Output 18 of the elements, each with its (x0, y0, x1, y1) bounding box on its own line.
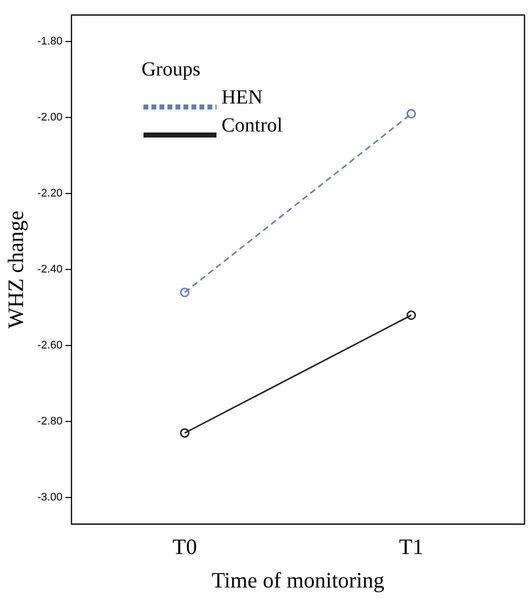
y-tick-label: -1.80 (37, 36, 62, 48)
point (180, 428, 190, 438)
legend-label: HEN (221, 86, 263, 108)
x-tick-label: T0 (172, 534, 197, 560)
y-tick-label: -2.00 (37, 112, 62, 124)
legend-label: Control (221, 114, 284, 136)
y-tick-label: -3.00 (37, 492, 62, 504)
point (406, 109, 416, 119)
legend-title: Groups (141, 58, 201, 80)
point (406, 310, 416, 320)
y-tick-label: -2.80 (37, 416, 62, 428)
y-axis-title: WHZ change (2, 210, 28, 329)
x-axis-title: Time of monitoring (212, 568, 384, 593)
y-tick-label: -2.20 (37, 188, 62, 200)
point (180, 288, 190, 298)
y-tick-label: -2.60 (37, 340, 62, 352)
x-tick-label: T1 (399, 534, 424, 560)
y-tick-label: -2.40 (37, 264, 62, 276)
